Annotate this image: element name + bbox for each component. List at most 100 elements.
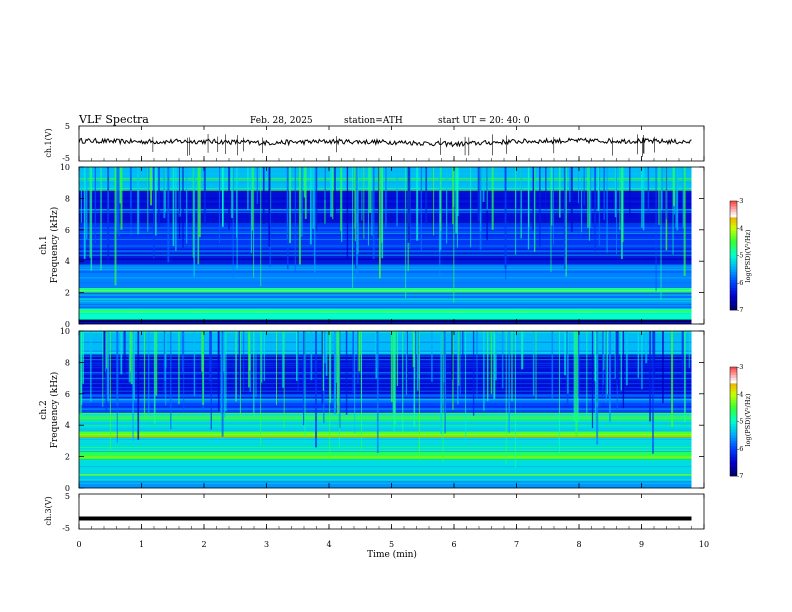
ch2-spectrogram-line [79, 383, 692, 385]
ch2-spectrogram-sferic [577, 331, 579, 422]
ch2-spectrogram-line [79, 443, 692, 445]
ch1-colorbar-cell [730, 241, 737, 245]
ch1-spectrogram-line [79, 259, 692, 261]
ch2-spectrogram-sferic [181, 331, 184, 373]
ch2-spectrogram-sferic [615, 331, 617, 381]
ch1-colorbar-cell [730, 203, 737, 207]
ch1-spectrogram-sferic [614, 167, 617, 218]
ch1-colorbar-cell [730, 277, 737, 281]
ch1-spectrogram-streak [672, 167, 674, 255]
ch1-colorbar-cell [730, 293, 737, 297]
ch2-spectrogram-line [79, 392, 692, 394]
ch2-colorbar-cell [730, 459, 737, 463]
ch2-colorbar-cell [730, 391, 737, 395]
ch2-spectrogram-sferic [459, 331, 461, 396]
ch2-spectrogram-band [79, 459, 692, 481]
ch2-colorbar-cell [730, 446, 737, 450]
ch2-spectrogram-line [79, 473, 692, 475]
ch2-colorbar-cell [730, 462, 737, 466]
ch1-spectrogram-sferic [587, 167, 589, 228]
ch2-spectrogram-line [79, 356, 692, 358]
ch2-colorbar-cell [730, 443, 737, 447]
ch1-waveform-panel: 5 -5 ch.1(V) [44, 122, 705, 163]
ch1-spectrogram-sferic [269, 167, 271, 268]
ch2-spectrogram-sferic [202, 331, 205, 405]
ch1-colorbar-cell [730, 258, 737, 262]
ch2-colorbar-label: log(PSD)(V²/Hz) [744, 393, 752, 446]
ch3-ytick-bottom: -5 [62, 524, 70, 533]
ch1-spectrogram-sferic [334, 167, 336, 220]
ch2-spectrogram-sferic [238, 331, 240, 396]
ch1-spectrogram-sferic [83, 167, 86, 259]
ch2-spectrogram-sferic [596, 331, 599, 445]
ch1-spectrogram-sferic [262, 167, 265, 224]
ch2-spectrogram-streak [414, 331, 416, 427]
ch1-spectrogram-sferic [86, 167, 88, 239]
ch2-spectrogram-line [79, 399, 692, 401]
ch2-spectrogram-line [79, 416, 692, 418]
ch2-spectrogram-sferic [390, 331, 393, 402]
ch1-spectrogram-line [79, 312, 692, 314]
ch2-ytick-label: 8 [65, 358, 70, 367]
ch2-spectrogram-line [79, 406, 692, 408]
ch1-spectrogram-line [79, 293, 692, 295]
ch1-spectrogram-sferic [232, 167, 234, 279]
ch1-colorbar-label: log(PSD)(V²/Hz) [744, 229, 752, 282]
ch1-spectrogram-sferic [532, 167, 534, 231]
ch2-spectrogram-line [79, 482, 692, 484]
ch1-colorbar-cell [730, 274, 737, 278]
ch2-spectrogram-sferic [609, 331, 611, 398]
ch1-spectrogram-sferic [289, 167, 292, 244]
ch2-spectrogram-sferic [452, 331, 454, 410]
ch2-spectrogram-sferic [201, 331, 204, 372]
ch2-spectrogram-sferic [104, 331, 105, 377]
ch2-spectrogram-sferic [223, 331, 226, 418]
ch2-spectrogram-band [79, 437, 692, 452]
ch2-spectrogram-streak [505, 331, 507, 465]
ch1-spectrogram-sferic [100, 167, 102, 271]
ch2-spectrogram-sferic [223, 331, 225, 372]
ch2-spectrogram-sferic [248, 331, 251, 371]
ch1-spectrogram-sferic [247, 167, 249, 211]
ch2-spectrogram-sferic [193, 331, 196, 397]
ch1-colorbar-cell [730, 247, 737, 251]
ch1-spectrogram-sferic [588, 167, 590, 241]
ch2-spectrogram-sferic [501, 331, 504, 389]
ch1-spectrogram-sferic [312, 167, 315, 229]
ch1-spectrogram-sferic [673, 167, 676, 207]
ch2-spectrogram-streak [514, 331, 516, 468]
ch1-spectrogram-sferic [298, 167, 301, 265]
ch1-spectrogram-streak [363, 167, 365, 239]
time-tick-label: 5 [389, 540, 394, 549]
ch1-spectrogram-streak [352, 167, 354, 289]
ch2-spectrogram-sferic [357, 331, 359, 384]
ch2-spectrogram-sferic [688, 331, 690, 369]
ch1-ytick-label: 8 [65, 194, 70, 203]
ch1-spectrogram-sferic [324, 167, 326, 200]
ch1-spectrogram-sferic [330, 167, 333, 217]
ch1-spectrogram-sferic [539, 167, 541, 247]
ch2-spectrogram-sferic [375, 331, 378, 379]
ch2-spectrogram-sferic [333, 331, 336, 415]
ch2-spectrogram-line [79, 433, 692, 435]
ch2-spectrogram-sferic [80, 331, 83, 405]
ch2-spectrogram-line [79, 359, 692, 361]
ch2-spectrogram-sferic [490, 331, 493, 395]
ch2-spectrogram-line [79, 447, 692, 448]
ch2-spectrogram-sferic [302, 331, 305, 426]
ch2-spectrogram-line [79, 418, 692, 420]
ch1-spectrogram-sferic [80, 167, 82, 223]
ch1-spectrogram-sferic [482, 167, 485, 202]
ch1-ytick-label: 4 [65, 257, 70, 266]
ch2-spectrogram-sferic [645, 331, 648, 364]
ch1-spectrogram-band [79, 292, 692, 309]
ch1-ylabel: ch.1(V) [44, 128, 53, 157]
ch2-spectrogram-sferic [605, 331, 607, 403]
ch2-spectrogram-line [79, 414, 692, 416]
ch2-colorbar-tick: -7 [737, 472, 743, 480]
ch1-spectrogram-line [79, 322, 692, 324]
ch1-spectrogram-sferic [420, 167, 423, 251]
ch2-spectrogram-line [79, 387, 692, 389]
ch2-spectrogram-sferic [165, 331, 167, 406]
ch1-colorbar-cell [730, 266, 737, 270]
